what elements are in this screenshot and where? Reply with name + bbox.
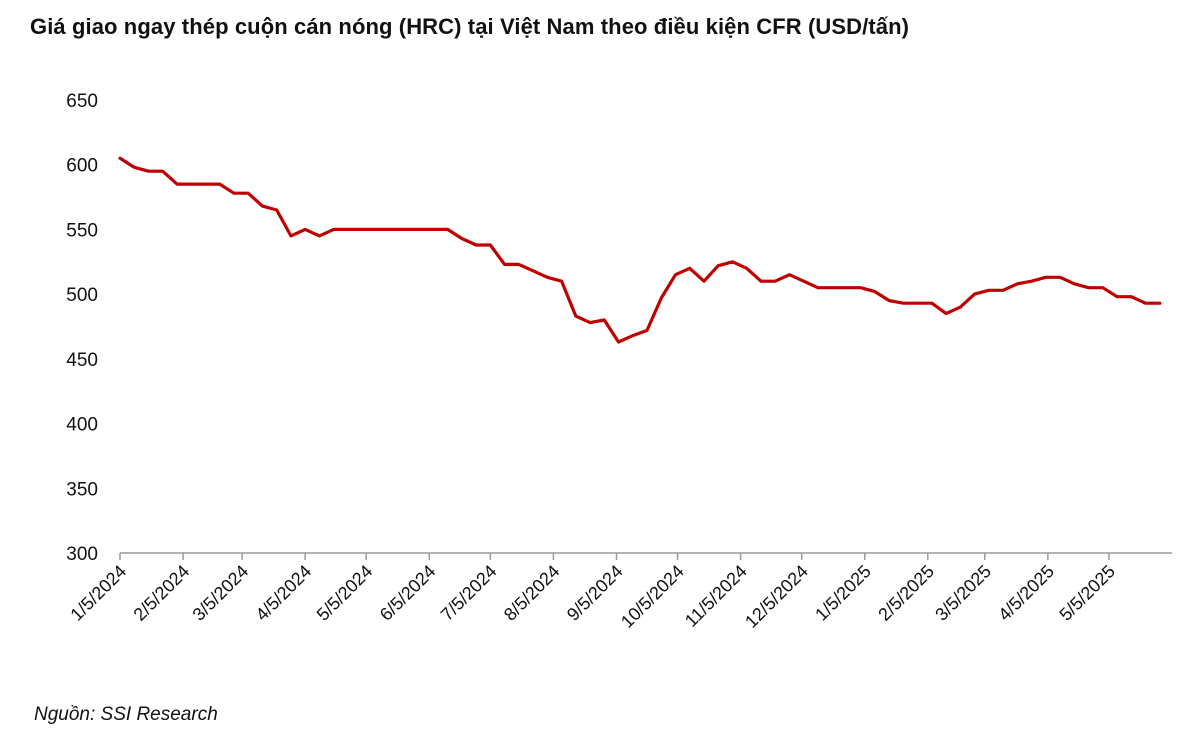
x-tick-label: 3/5/2025 xyxy=(931,561,995,625)
source-note: Nguồn: SSI Research xyxy=(34,704,218,725)
price-series-line xyxy=(118,156,1162,344)
x-tick-label: 12/5/2024 xyxy=(741,561,812,632)
x-tick-label: 3/5/2024 xyxy=(189,561,253,625)
x-tick-label: 2/5/2024 xyxy=(130,561,194,625)
y-tick-label: 500 xyxy=(66,285,98,306)
x-tick-label: 10/5/2024 xyxy=(617,561,688,632)
y-tick-label: 600 xyxy=(66,156,98,177)
x-tick-label: 4/5/2024 xyxy=(252,561,316,625)
chart-title: Giá giao ngay thép cuộn cán nóng (HRC) t… xyxy=(30,14,910,39)
x-axis-ticks xyxy=(119,553,1110,560)
x-tick-label: 9/5/2024 xyxy=(563,561,627,625)
x-tick-label: 1/5/2024 xyxy=(66,561,130,625)
x-tick-label: 4/5/2025 xyxy=(994,561,1058,625)
y-tick-label: 300 xyxy=(66,544,98,565)
x-tick-label: 2/5/2025 xyxy=(874,561,938,625)
x-tick-label: 8/5/2024 xyxy=(500,561,564,625)
y-axis-labels: 300 350 400 450 500 550 600 650 xyxy=(66,91,98,565)
y-tick-label: 400 xyxy=(66,415,98,436)
y-tick-label: 450 xyxy=(66,350,98,371)
x-tick-label: 6/5/2024 xyxy=(376,561,440,625)
y-tick-label: 650 xyxy=(66,91,98,112)
x-tick-label: 5/5/2025 xyxy=(1055,561,1119,625)
y-tick-label: 550 xyxy=(66,220,98,241)
x-tick-label: 5/5/2024 xyxy=(313,561,377,625)
x-tick-label: 7/5/2024 xyxy=(437,561,501,625)
x-tick-label: 1/5/2025 xyxy=(811,561,875,625)
y-tick-label: 350 xyxy=(66,479,98,500)
x-tick-label: 11/5/2024 xyxy=(681,561,751,631)
